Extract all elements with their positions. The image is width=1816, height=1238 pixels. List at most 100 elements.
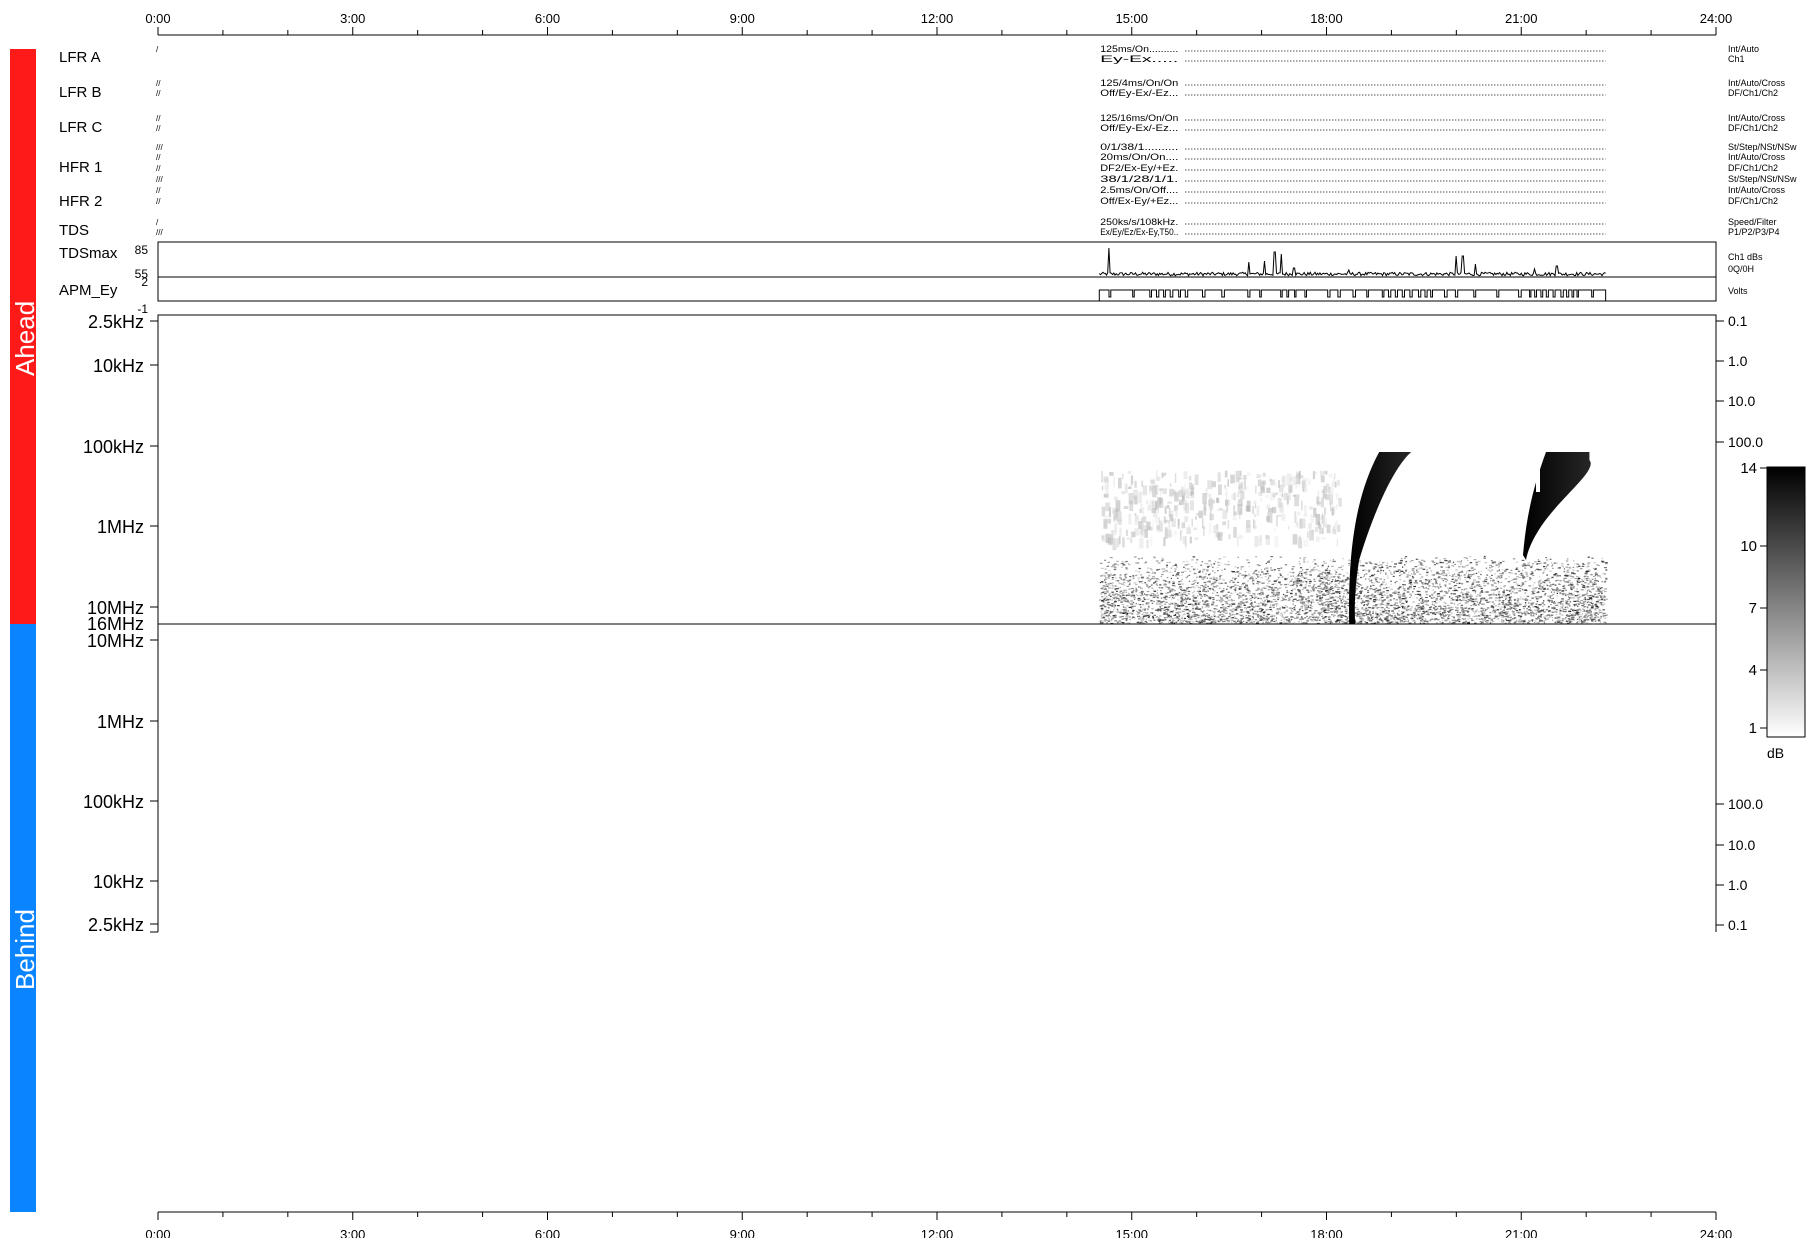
spectrogram-noise-pixel bbox=[1203, 576, 1206, 578]
spectrogram-noise-pixel bbox=[1292, 609, 1295, 611]
spectrogram-noise-pixel bbox=[1324, 621, 1327, 623]
spectrogram-noise-pixel bbox=[1104, 594, 1106, 596]
spectrogram-noise-pixel bbox=[1159, 619, 1162, 621]
spectrogram-noise-pixel bbox=[1344, 616, 1348, 618]
spectrogram-noise-pixel bbox=[1535, 603, 1538, 605]
spectrogram-noise-pixel bbox=[1591, 602, 1594, 605]
spectrogram-noise-pixel bbox=[1379, 585, 1382, 587]
spectrogram-noise-pixel bbox=[1270, 567, 1272, 569]
spectrogram-noise-pixel bbox=[1435, 557, 1438, 559]
spectrogram-noise-pixel bbox=[1495, 577, 1497, 579]
spectrogram-noise-pixel bbox=[1513, 604, 1516, 606]
spectrogram-noise-pixel bbox=[1141, 622, 1145, 624]
spectrogram-noise-pixel bbox=[1565, 560, 1569, 562]
spectrogram-noise-pixel bbox=[1272, 604, 1275, 606]
spectrogram-noise-pixel bbox=[1158, 623, 1161, 625]
spectrogram-noise-pixel bbox=[1338, 619, 1342, 621]
spectrogram-noise-pixel bbox=[1589, 598, 1593, 600]
spectrogram-noise-pixel bbox=[1156, 602, 1158, 604]
spectrogram-noise-pixel bbox=[1562, 588, 1565, 590]
spectrogram-noise-pixel bbox=[1600, 603, 1603, 605]
spectrogram-noise-pixel bbox=[1145, 595, 1148, 597]
spectrogram-noise-pixel bbox=[1172, 610, 1175, 612]
spectrogram-noise-pixel bbox=[1484, 609, 1487, 611]
spectrogram-noise-pixel bbox=[1554, 573, 1557, 575]
spectrogram-noise-pixel bbox=[1323, 561, 1325, 563]
spectrogram-noise-pixel bbox=[1522, 565, 1524, 567]
spectrogram-noise-pixel bbox=[1417, 608, 1420, 610]
spectrogram-noise-pixel bbox=[1302, 601, 1305, 603]
spectrogram-noise-pixel bbox=[1591, 557, 1594, 559]
spectrogram-noise-pixel bbox=[1249, 578, 1253, 580]
spectrogram-noise-pixel bbox=[1113, 598, 1116, 600]
spectrogram-noise-pixel bbox=[1447, 567, 1450, 569]
spectrogram-noise-pixel bbox=[1365, 578, 1367, 580]
spectrogram-noise-pixel bbox=[1125, 591, 1127, 593]
spectrogram-noise-pixel bbox=[1186, 560, 1189, 563]
spectrogram-noise-pixel bbox=[1564, 575, 1567, 577]
spectrogram-noise-pixel bbox=[1131, 616, 1135, 619]
spectrogram-noise-pixel bbox=[1501, 621, 1504, 623]
spectrogram-noise-pixel bbox=[1319, 576, 1322, 578]
spectrogram-noise-pixel bbox=[1474, 610, 1478, 613]
spectrogram-noise-pixel bbox=[1321, 594, 1324, 596]
spectrogram-noise-pixel bbox=[1230, 605, 1232, 607]
spectrogram-noise-pixel bbox=[1441, 612, 1444, 614]
spectrogram-noise-pixel bbox=[1372, 588, 1375, 591]
spectrogram-noise-pixel bbox=[1530, 603, 1533, 605]
spectrogram-noise-pixel bbox=[1410, 613, 1413, 616]
spectrogram-noise-pixel bbox=[1341, 619, 1343, 621]
spectrogram-noise-pixel bbox=[1412, 620, 1414, 622]
spectrogram-noise-pixel bbox=[1372, 584, 1375, 586]
spectrogram-noise-pixel bbox=[1420, 559, 1424, 561]
spectrogram-noise-pixel bbox=[1529, 565, 1533, 567]
spectrogram-noise-pixel bbox=[1142, 617, 1145, 619]
spectrogram-noise-pixel bbox=[1376, 618, 1378, 620]
spectrogram-noise-pixel bbox=[1459, 618, 1461, 620]
spectrogram-noise-pixel bbox=[1323, 577, 1327, 579]
spectrogram-noise-pixel bbox=[1279, 573, 1282, 575]
spectrogram-noise-pixel bbox=[1414, 580, 1417, 583]
spectrogram-noise-pixel bbox=[1216, 620, 1219, 623]
spectrogram-noise-pixel bbox=[1592, 583, 1595, 585]
spectrogram-noise-pixel bbox=[1563, 609, 1566, 611]
spectrogram-noise-pixel bbox=[1457, 573, 1460, 575]
spectrogram-noise-pixel bbox=[1395, 616, 1397, 619]
spectrogram-noise-pixel bbox=[1409, 593, 1412, 595]
spectrogram-noise-pixel bbox=[1323, 619, 1325, 621]
spectrogram-noise-pixel bbox=[1508, 594, 1511, 596]
spectrogram-noise-pixel bbox=[1500, 576, 1503, 578]
spectrogram-noise-pixel bbox=[1331, 596, 1334, 598]
spectrogram-noise-pixel bbox=[1502, 616, 1504, 618]
spectrogram-noise-pixel bbox=[1508, 596, 1511, 598]
spectrogram-noise-pixel bbox=[1175, 607, 1179, 610]
spectrogram-noise-pixel bbox=[1555, 580, 1558, 582]
spectrogram-noise-pixel bbox=[1480, 599, 1483, 601]
spectrogram-noise-pixel bbox=[1388, 610, 1391, 612]
spectrogram-noise-pixel bbox=[1270, 586, 1274, 588]
spectrogram-noise-pixel bbox=[1461, 583, 1464, 585]
spectrogram-noise-pixel bbox=[1426, 601, 1428, 603]
spectrogram-noise-pixel bbox=[1181, 610, 1184, 612]
spectrogram-noise-pixel bbox=[1551, 611, 1554, 613]
spectrogram-noise-pixel bbox=[1478, 604, 1480, 606]
spectrogram-noise-pixel bbox=[1542, 587, 1546, 589]
spectrogram-noise-pixel bbox=[1521, 572, 1524, 574]
spectrogram-noise-pixel bbox=[1177, 618, 1180, 620]
spectrogram-noise-pixel bbox=[1197, 582, 1200, 584]
spectrogram-noise-pixel bbox=[1300, 616, 1303, 618]
spectrogram-noise-pixel bbox=[1425, 574, 1429, 576]
spectrogram-noise-pixel bbox=[1574, 563, 1576, 565]
instrument-setting: Off/Ey-Ex/-Ez... bbox=[1100, 88, 1178, 98]
spectrogram-noise-pixel bbox=[1582, 602, 1585, 604]
spectrogram-noise-pixel bbox=[1406, 576, 1409, 578]
spectrogram-noise-pixel bbox=[1116, 560, 1119, 562]
spectrogram-noise-pixel bbox=[1451, 578, 1454, 580]
spectrogram-noise-pixel bbox=[1370, 622, 1373, 625]
spectrogram-noise-pixel bbox=[1408, 578, 1412, 580]
spectrogram-noise-pixel bbox=[1163, 609, 1166, 611]
spectrogram-noise-pixel bbox=[1251, 609, 1254, 611]
spectrogram-noise-pixel bbox=[1524, 604, 1527, 606]
spectrogram-noise-pixel bbox=[1546, 559, 1549, 561]
spectrogram-noise-pixel bbox=[1319, 584, 1321, 586]
